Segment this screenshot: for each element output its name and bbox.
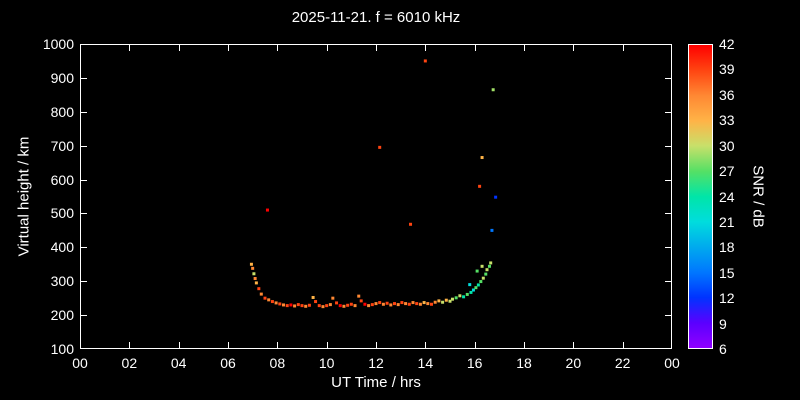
x-tick-label: 20: [565, 355, 582, 371]
x-tick-label: 00: [72, 355, 88, 371]
y-tick-label: 400: [50, 239, 74, 256]
colorbar-tick-label: 15: [719, 264, 735, 281]
colorbar-tick-label: 6: [719, 341, 727, 357]
x-tick-label: 08: [269, 355, 286, 371]
x-tick-label: 04: [170, 355, 187, 371]
y-tick-label: 300: [50, 273, 74, 290]
x-tick-label: 22: [614, 355, 631, 371]
colorbar-tick-label: 39: [719, 61, 735, 78]
scatter-points: [249, 59, 498, 309]
x-tick-label: 14: [417, 355, 434, 371]
colorbar-tick-label: 33: [719, 112, 735, 129]
y-axis-label: Virtual height / km: [15, 136, 33, 257]
colorbar-tick-label: 42: [719, 36, 735, 52]
x-tick-label: 02: [121, 355, 138, 371]
x-tick-label: 18: [516, 355, 532, 371]
colorbar-tick-label: 36: [719, 86, 735, 103]
y-tick-label: 800: [50, 103, 74, 120]
chart-title: 2025-11-21. f = 6010 kHz: [291, 9, 461, 26]
x-tick-label: 10: [318, 355, 335, 371]
colorbar-tick-label: 21: [719, 213, 735, 230]
y-tick-label: 500: [50, 205, 74, 222]
y-tick-label: 200: [50, 307, 74, 324]
x-tick-label: 16: [466, 355, 483, 371]
colorbar-tick-label: 9: [719, 315, 727, 332]
colorbar-tick-label: 24: [719, 188, 735, 205]
x-tick-label: 06: [220, 355, 236, 371]
y-tick-label: 700: [50, 137, 74, 154]
colorbar: [688, 44, 713, 349]
x-axis-label: UT Time / hrs: [331, 374, 421, 391]
y-tick-label: 1000: [42, 36, 74, 52]
colorbar-tick-label: 18: [719, 239, 735, 256]
colorbar-tick-label: 12: [719, 290, 735, 307]
x-tick-label: 12: [368, 355, 384, 371]
y-tick-label: 900: [50, 69, 74, 86]
plot-frame: [80, 44, 672, 349]
x-tick-label: 00: [664, 355, 680, 371]
axis-ticks: [80, 44, 671, 348]
colorbar-tick-label: 30: [719, 137, 735, 154]
colorbar-tick-label: 27: [719, 163, 735, 180]
colorbar-label: SNR / dB: [749, 165, 767, 228]
plot-area: [80, 44, 672, 349]
y-tick-label: 100: [50, 341, 74, 357]
y-tick-label: 600: [50, 171, 74, 188]
